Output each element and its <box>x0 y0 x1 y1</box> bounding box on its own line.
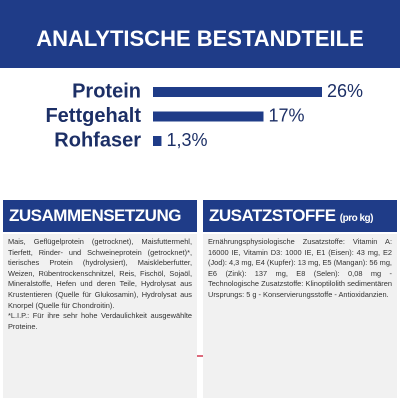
chart-title: ANALYTISCHE BESTANDTEILE <box>36 26 364 51</box>
paragraph: Ernährungsphysiologische Zusatzstoffe: V… <box>208 237 392 299</box>
value-label: 26% <box>327 81 363 101</box>
category-label: Protein <box>72 80 141 102</box>
title-banner <box>0 0 400 68</box>
paragraph: *L.I.P.: Für ihre sehr hohe Verdaulichke… <box>8 311 192 331</box>
section-title: ZUSAMMENSETZUNG <box>3 200 197 232</box>
value-label: 1,3% <box>166 130 207 150</box>
section-text: Mais, Geflügelprotein (getrocknet), Mais… <box>3 234 197 398</box>
section-text: Ernährungsphysiologische Zusatzstoffe: V… <box>203 234 397 398</box>
bar <box>153 111 264 122</box>
value-label: 17% <box>269 105 305 125</box>
category-label: Fettgehalt <box>45 105 141 127</box>
section-title: ZUSATZSTOFFE (pro kg) <box>203 200 397 232</box>
bar <box>153 87 322 97</box>
bar <box>153 136 162 146</box>
paragraph: Mais, Geflügelprotein (getrocknet), Mais… <box>8 237 192 310</box>
category-label: Rohfaser <box>54 129 141 151</box>
